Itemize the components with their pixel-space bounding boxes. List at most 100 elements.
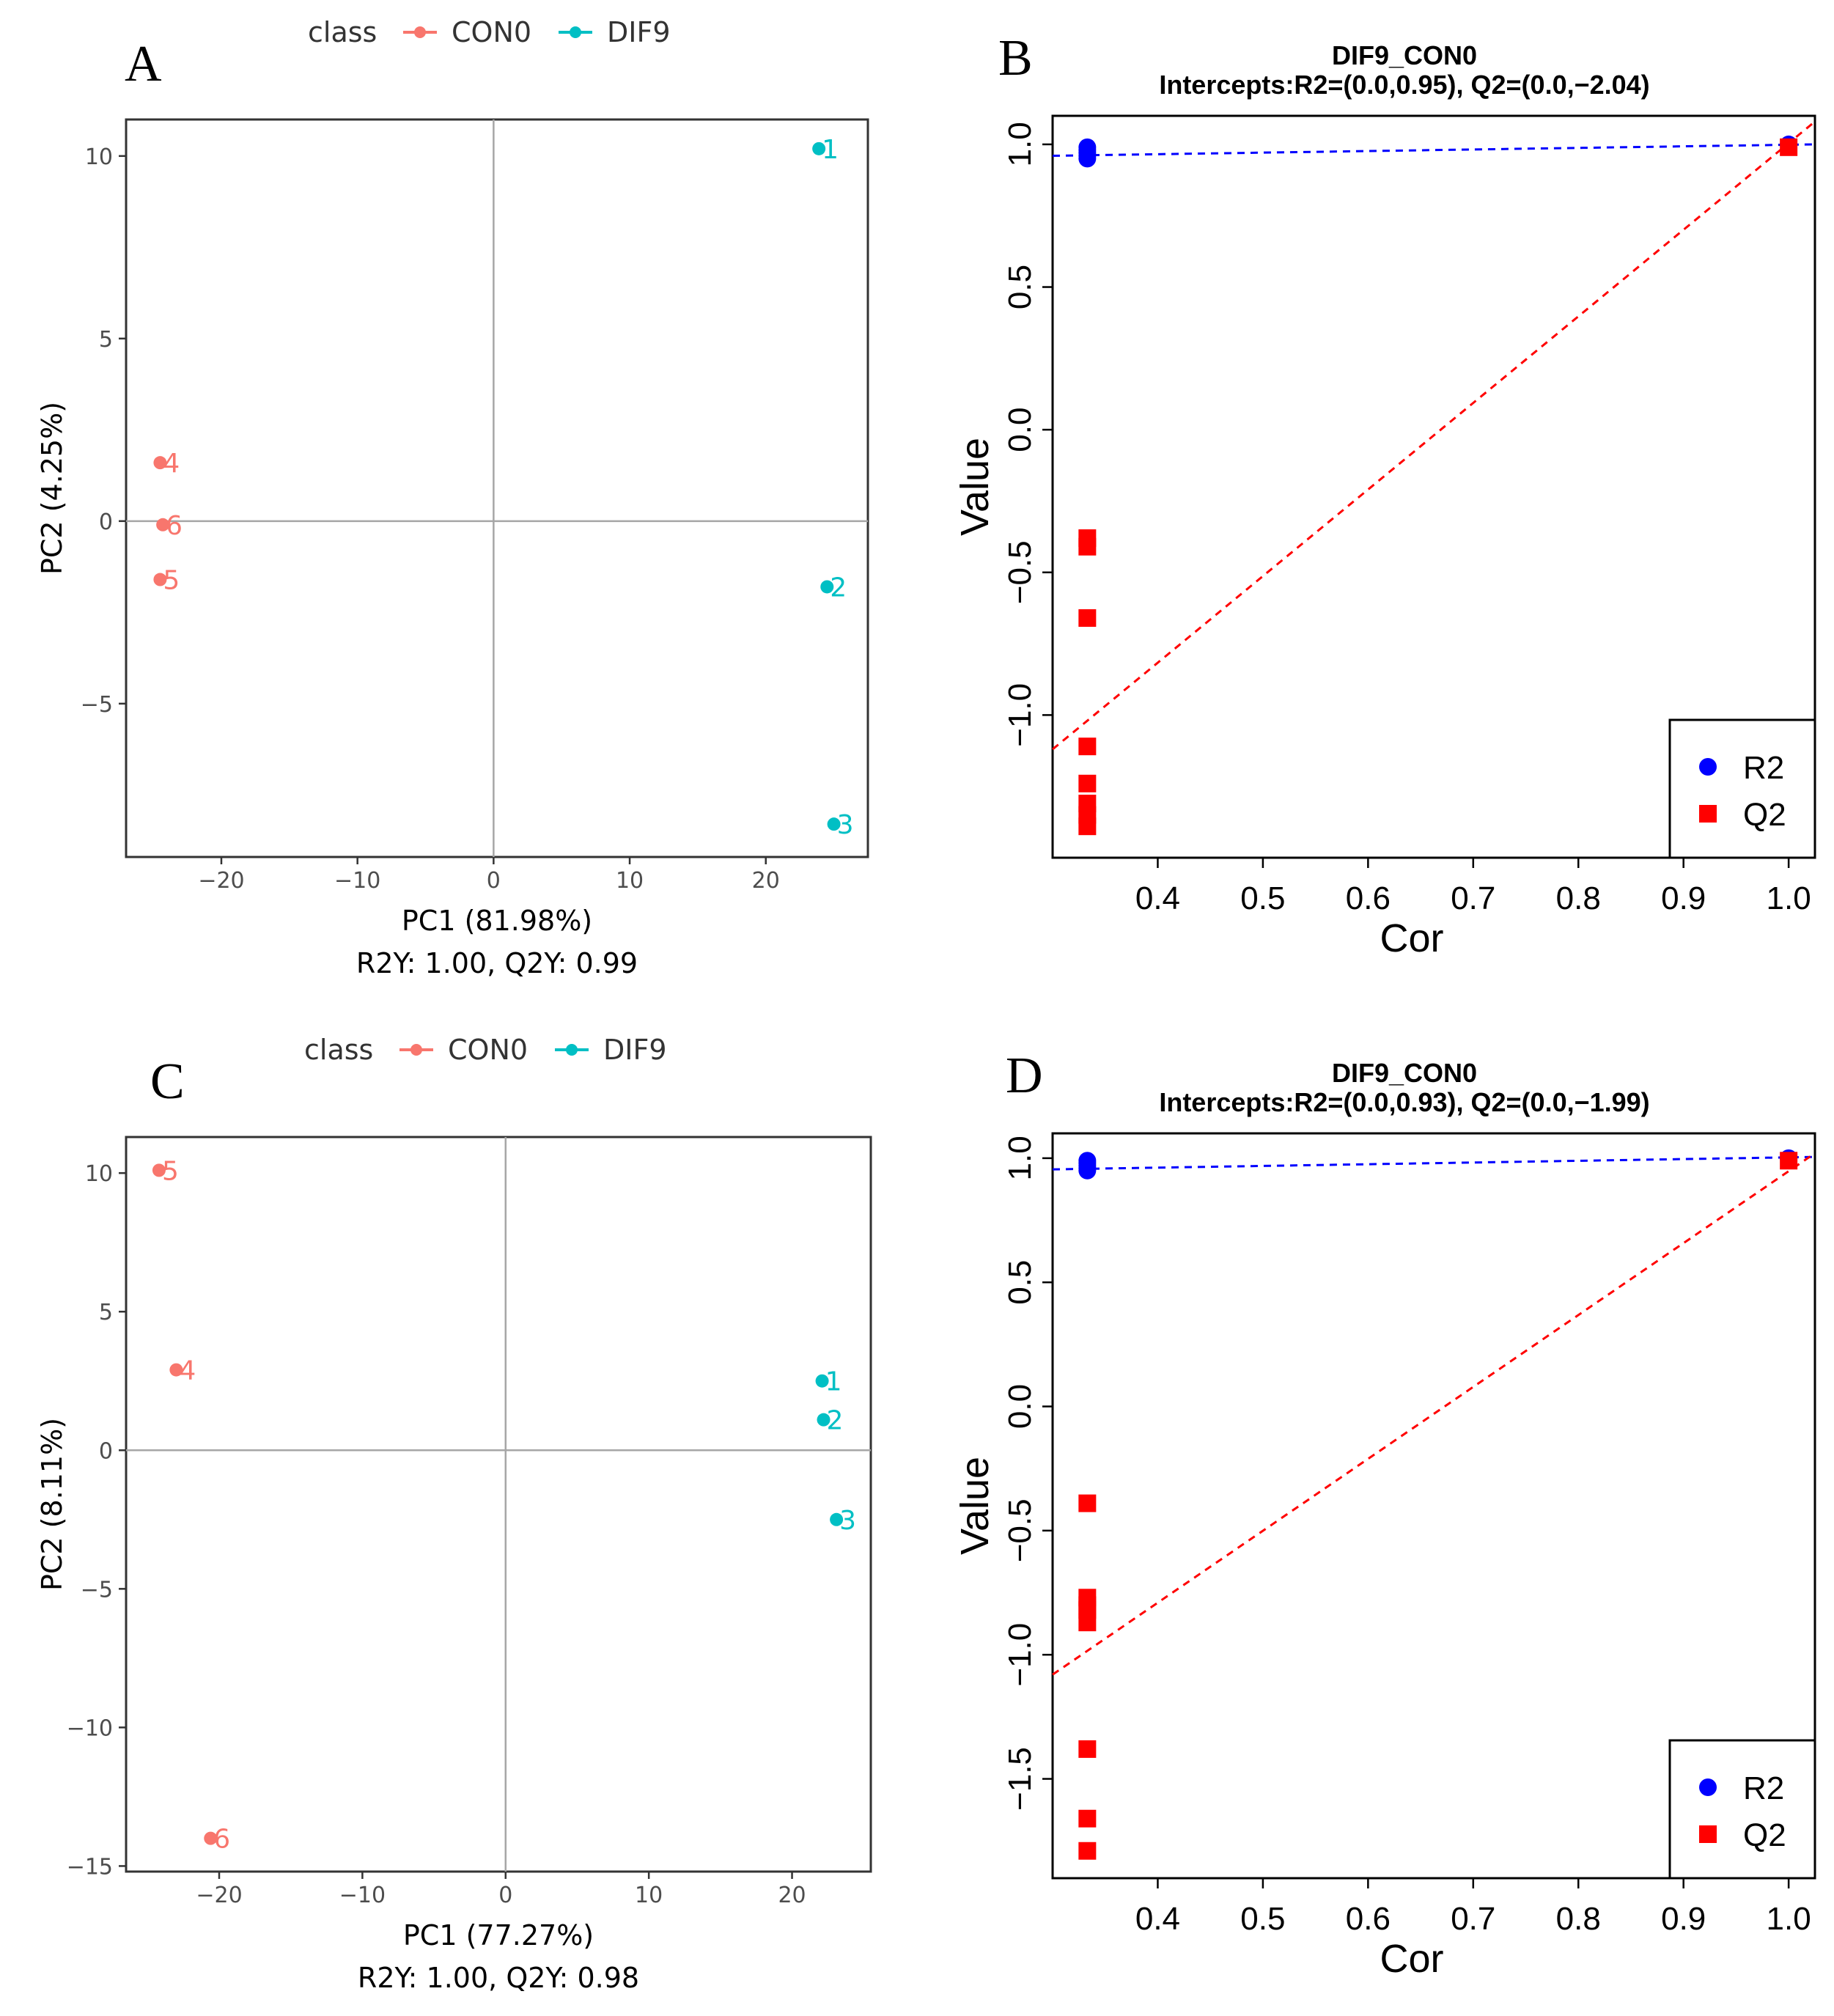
y-tick-label: 0 [99, 1438, 113, 1464]
y-tick-label: 1.0 [1002, 1136, 1038, 1180]
y-tick-label: 10 [85, 144, 113, 170]
x-tick-label: 0.8 [1556, 880, 1601, 916]
q2-point [1078, 1494, 1097, 1512]
x-axis-label: Cor [1380, 916, 1443, 960]
legend-r2-marker [1699, 1778, 1717, 1796]
legend-q2-label: Q2 [1743, 797, 1786, 833]
y-axis-label: PC2 (4.25%) [36, 402, 68, 575]
legend-key-point [410, 1044, 422, 1056]
chart-title: DIF9_CON0 [1332, 1058, 1477, 1088]
y-axis-label: PC2 (8.11%) [36, 1418, 68, 1591]
legend-q2-label: Q2 [1743, 1817, 1786, 1853]
legend-box [1668, 718, 1816, 859]
q2-point [1078, 609, 1097, 628]
y-tick-label: 5 [99, 1300, 113, 1325]
x-tick-label: 20 [778, 1883, 806, 1908]
chart-subtitle: Intercepts:R2=(0.0,0.93), Q2=(0.0,−1.99) [1159, 1087, 1649, 1117]
y-axis-label: Value [953, 1457, 997, 1555]
legend-r2-label: R2 [1743, 750, 1784, 786]
x-tick-label: 10 [635, 1883, 663, 1908]
score-point-label: 2 [827, 1406, 844, 1436]
q2-point [1078, 737, 1097, 756]
x-tick-label: 10 [616, 868, 644, 894]
q2-point [1078, 1740, 1097, 1758]
x-tick-label: 1.0 [1767, 880, 1811, 916]
score-point [827, 817, 841, 831]
score-point-label: 1 [825, 1367, 842, 1397]
y-tick-label: −1.0 [1002, 683, 1038, 747]
score-point [812, 141, 826, 155]
y-tick-label: 1.0 [1002, 122, 1038, 166]
legend-q2-marker [1699, 1825, 1717, 1843]
y-tick-label: −1.0 [1002, 1623, 1038, 1687]
score-point [153, 456, 167, 470]
score-point-label: 4 [179, 1356, 196, 1386]
score-point [815, 1374, 829, 1388]
panel-c: C −20 −10 0 10 20 10 5 0 −5 −10 −15 PC1 (77.27%) R2Y… [36, 1034, 872, 1994]
x-tick-label: 0.4 [1135, 1901, 1180, 1937]
legend-title: class [304, 1034, 373, 1066]
score-point-label: 6 [166, 511, 183, 541]
x-tick-label: 20 [752, 868, 780, 894]
legend-label: DIF9 [607, 16, 671, 48]
panel-letter-b: B [998, 30, 1033, 87]
x-tick-label: 0.4 [1135, 880, 1180, 916]
x-tick-label: 0.5 [1240, 1901, 1285, 1937]
chart-title: DIF9_CON0 [1332, 40, 1477, 70]
r2-regression-line [1052, 143, 1816, 157]
panel-letter-a: A [125, 36, 162, 92]
q2-point [1780, 1152, 1798, 1170]
r2-point [1078, 150, 1097, 168]
score-point-label: 5 [162, 1156, 179, 1186]
score-point-label: 2 [830, 573, 847, 603]
score-point-label: 6 [213, 1825, 230, 1855]
y-tick-label: −1.5 [1002, 1747, 1038, 1811]
x-tick-label: 1.0 [1767, 1901, 1811, 1937]
panel-a: A −20 −10 0 10 20 10 5 0 −5 PC1 (81.98%) R2Y: 1.00… [36, 16, 869, 979]
q2-point [1078, 537, 1097, 556]
y-tick-label: −0.5 [1002, 1498, 1038, 1562]
r2-regression-line [1052, 1155, 1816, 1171]
legend-title: class [308, 16, 377, 48]
score-point [204, 1831, 218, 1845]
legend-label: DIF9 [603, 1034, 667, 1066]
y-tick-label: −5 [81, 692, 113, 718]
x-axis-label: PC1 (81.98%) [402, 905, 592, 937]
score-point [169, 1363, 183, 1377]
q2-point [1078, 1842, 1097, 1860]
x-axis-label: PC1 (77.27%) [403, 1919, 594, 1951]
x-tick-label: 0.8 [1556, 1901, 1601, 1937]
chart-subtitle: Intercepts:R2=(0.0,0.95), Q2=(0.0,−2.04) [1159, 70, 1649, 100]
legend-key-point [570, 26, 581, 38]
score-point-label: 1 [822, 135, 839, 165]
score-point [820, 580, 834, 594]
q2-regression-line [1052, 1152, 1816, 1676]
plot-area [125, 1136, 872, 1873]
q2-point [1078, 817, 1097, 836]
plot-area [125, 118, 869, 858]
x-axis-subtitle: R2Y: 1.00, Q2Y: 0.98 [358, 1962, 639, 1994]
legend-q2-marker [1699, 805, 1717, 823]
y-tick-label: 0.0 [1002, 1384, 1038, 1429]
legend-box [1668, 1739, 1816, 1880]
q2-point [1078, 774, 1097, 792]
q2-point [1078, 1614, 1097, 1632]
score-point [153, 573, 167, 586]
y-tick-label: −0.5 [1002, 540, 1038, 604]
x-tick-label: 0.9 [1661, 880, 1706, 916]
x-tick-label: 0.7 [1451, 880, 1495, 916]
score-point-label: 4 [163, 449, 180, 479]
x-tick-label: −20 [198, 868, 244, 894]
x-axis-label: Cor [1380, 1937, 1443, 1981]
r2-point [1078, 1161, 1097, 1180]
q2-point [1078, 1809, 1097, 1828]
x-tick-label: 0.7 [1451, 1901, 1495, 1937]
x-tick-label: 0.6 [1346, 1901, 1391, 1937]
q2-point [1780, 138, 1798, 156]
panel-letter-c: C [150, 1053, 185, 1110]
y-tick-label: 5 [99, 327, 113, 353]
x-tick-label: −10 [334, 868, 380, 894]
